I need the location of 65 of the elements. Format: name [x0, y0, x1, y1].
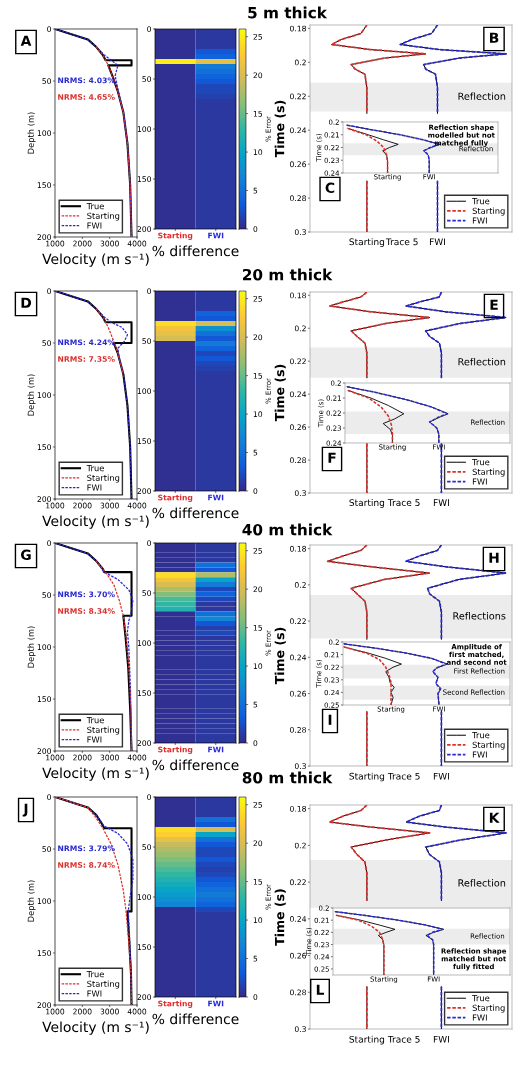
band-label: Reflection	[458, 92, 506, 100]
legend-label: FWI	[87, 484, 102, 491]
chart-title: 80 m thick	[242, 771, 333, 784]
text: Starting	[349, 772, 385, 782]
legend-label: FWI	[472, 217, 487, 224]
text: FWI	[433, 1036, 449, 1043]
legend-label: FWI	[87, 222, 102, 229]
text: Trace 5	[387, 772, 420, 780]
chart-title: 20 m thick	[242, 268, 333, 281]
band-label: Reflection	[458, 879, 506, 887]
annotation: K	[489, 812, 500, 823]
x-axis-title: Velocity (m s⁻¹)	[42, 1021, 149, 1035]
annotation: F	[328, 452, 336, 463]
legend-label: Starting	[472, 468, 505, 477]
text: Trace 5	[387, 1036, 420, 1043]
y-axis-title: Time (s)	[274, 100, 286, 158]
legend-label: FWI	[472, 478, 487, 485]
legend-label: FWI	[472, 1014, 487, 1021]
band-label: Reflections	[453, 612, 506, 620]
legend-label: Starting	[87, 726, 120, 735]
legend-label: FWI	[87, 990, 102, 997]
chart-title: 40 m thick	[242, 523, 333, 536]
y-axis-title: Time (s)	[274, 627, 286, 685]
legend-label: True	[472, 732, 490, 739]
legend-label: FWI	[87, 736, 102, 743]
annotation: L	[316, 984, 325, 995]
annotation: E	[490, 299, 498, 310]
x-axis-title: Velocity (m s⁻¹)	[42, 767, 149, 781]
x-axis-title: Velocity (m s⁻¹)	[42, 515, 149, 529]
text: Starting	[349, 1035, 385, 1045]
text: FWI	[433, 772, 449, 780]
y-axis-title: Time (s)	[274, 364, 286, 422]
legend-label: True	[472, 995, 490, 1002]
legend-label: Starting	[87, 474, 120, 483]
legend-label: Starting	[87, 212, 120, 221]
chart-title: 5 m thick	[248, 6, 328, 19]
annotation: I	[328, 714, 332, 725]
y-axis-title: Depth (m)	[27, 880, 36, 922]
x-axis-title: Velocity (m s⁻¹)	[42, 253, 149, 267]
legend-label: True	[472, 459, 490, 466]
legend-label: Starting	[87, 980, 120, 989]
y-axis-title: Depth (m)	[27, 626, 36, 668]
legend-label: True	[86, 465, 104, 472]
legend-label: True	[86, 203, 104, 210]
annotation: C	[325, 182, 335, 194]
legend-label: True	[86, 717, 104, 724]
annotation: H	[489, 552, 499, 563]
text: D	[21, 297, 32, 308]
annotation: B	[489, 32, 499, 43]
legend-label: Starting	[472, 207, 505, 216]
y-axis-title: Time (s)	[274, 889, 286, 946]
y-axis-title: Depth (m)	[27, 374, 36, 416]
text: A	[20, 35, 32, 46]
text: Trace 5	[387, 499, 420, 507]
text: G	[20, 549, 31, 561]
x-axis-title: % difference	[152, 507, 239, 519]
x-axis-title: % difference	[152, 245, 239, 257]
x-axis-title: % difference	[152, 759, 239, 771]
band-label: Reflection	[458, 357, 506, 366]
text: Trace 5	[385, 238, 418, 246]
legend-label: True	[472, 198, 490, 205]
y-axis-title: Depth (m)	[27, 112, 36, 154]
x-axis-title: % difference	[152, 1013, 239, 1025]
legend-label: True	[86, 971, 104, 978]
text: J	[22, 803, 28, 817]
